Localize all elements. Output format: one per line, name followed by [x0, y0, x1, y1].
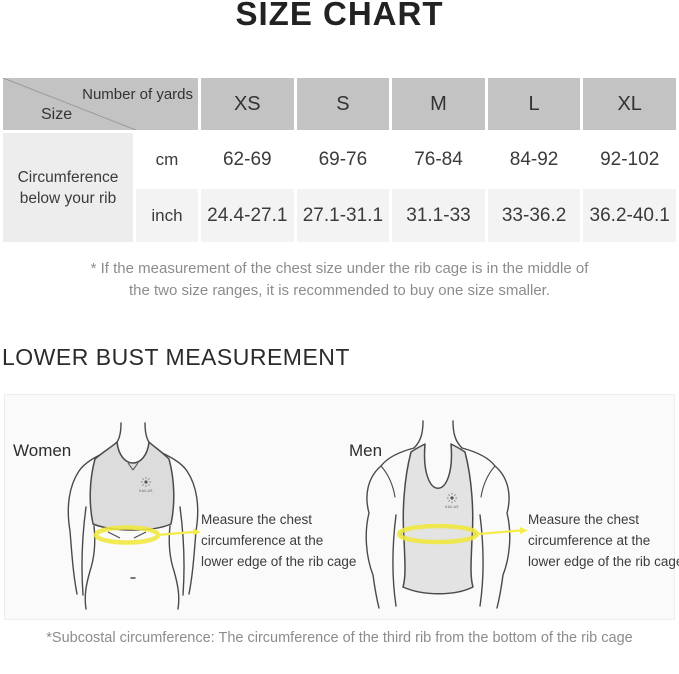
- diagonal-divider: [3, 78, 137, 130]
- annotation-line: circumference at the: [201, 533, 324, 548]
- size-table: Number of yards Size XS S M L XL Circumf…: [3, 78, 676, 242]
- size-note-line2: the two size ranges, it is recommended t…: [128, 281, 551, 299]
- table-cell-inch-xs: 24.4-27.1: [201, 189, 294, 242]
- subcostal-footnote: *Subcostal circumference: The circumfere…: [46, 630, 633, 646]
- section-heading: LOWER BUST MEASUREMENT: [2, 344, 350, 370]
- annotation-line: Measure the chest: [528, 512, 640, 527]
- women-figure-illustration: KAILAS: [67, 422, 201, 610]
- measurement-row-label: Circumference below your rib: [3, 133, 133, 242]
- brand-logo-icon: KAILAS: [139, 477, 153, 493]
- sports-bra-garment: [89, 441, 175, 531]
- annotation-arrow: [477, 527, 528, 536]
- men-label: Men: [349, 441, 383, 460]
- table-cell-cm-xl: 92-102: [583, 133, 676, 186]
- men-measure-annotation: Measure the chest circumference at the l…: [528, 509, 679, 572]
- brand-logo-icon: KAILAS: [445, 493, 459, 509]
- svg-text:KAILAS: KAILAS: [445, 505, 459, 509]
- page-title: SIZE CHART: [235, 0, 444, 32]
- svg-text:KAILAS: KAILAS: [139, 489, 153, 493]
- table-cell-inch-m: 31.1-33: [392, 189, 485, 242]
- measuring-tape-ellipse: [93, 525, 161, 545]
- size-header-xs: XS: [201, 78, 294, 130]
- table-cell-inch-l: 33-36.2: [487, 189, 581, 242]
- annotation-line: Measure the chest: [201, 512, 313, 527]
- size-header-l: L: [487, 78, 581, 130]
- unit-cm: cm: [136, 133, 198, 186]
- women-measure-annotation: Measure the chest circumference at the l…: [201, 509, 357, 572]
- size-note-line1: * If the measurement of the chest size u…: [90, 260, 589, 277]
- table-cell-inch-s: 27.1-31.1: [296, 189, 390, 242]
- women-label: Women: [13, 441, 72, 460]
- table-corner-cell: Number of yards Size: [3, 78, 198, 130]
- table-cell-cm-xs: 62-69: [201, 133, 294, 186]
- measuring-tape-ellipse: [396, 523, 480, 545]
- corner-label-rows: Size: [41, 106, 73, 123]
- table-cell-cm-l: 84-92: [487, 133, 581, 186]
- size-header-m: M: [392, 78, 485, 130]
- men-figure-illustration: KAILAS: [365, 420, 528, 609]
- size-note: * If the measurement of the chest size u…: [0, 258, 679, 301]
- tank-top-garment: [402, 443, 474, 595]
- annotation-arrow: [156, 528, 201, 537]
- unit-inch: inch: [136, 189, 198, 242]
- annotation-line: lower edge of the rib cage: [201, 554, 357, 569]
- annotation-line: lower edge of the rib cage: [528, 554, 679, 569]
- size-header-s: S: [296, 78, 390, 130]
- table-cell-cm-m: 76-84: [392, 133, 485, 186]
- corner-label-columns: Number of yards: [82, 86, 193, 103]
- annotation-line: circumference at the: [528, 533, 651, 548]
- table-cell-cm-s: 69-76: [296, 133, 390, 186]
- measurement-panel: Women Men KAILAS: [4, 394, 679, 620]
- size-header-xl: XL: [583, 78, 676, 130]
- table-cell-inch-xl: 36.2-40.1: [583, 189, 676, 242]
